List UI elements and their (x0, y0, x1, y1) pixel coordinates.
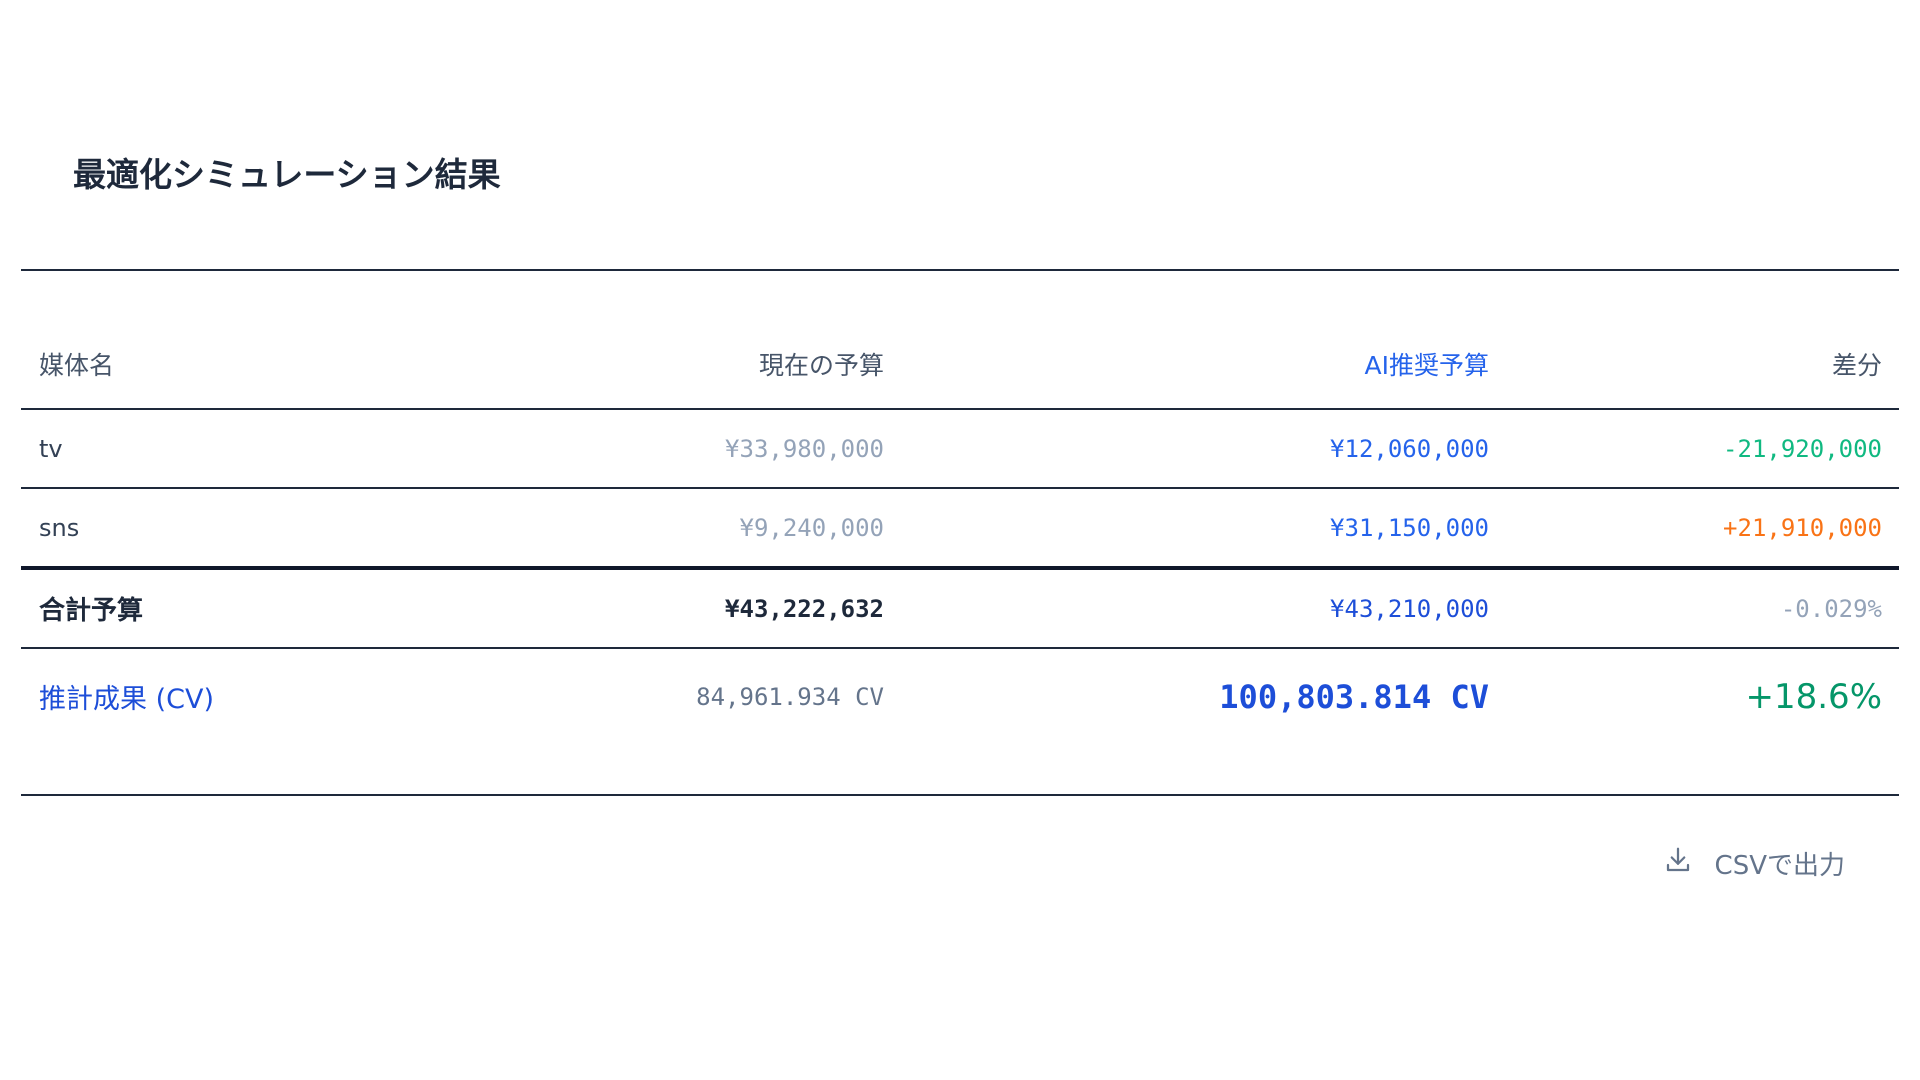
total-row: 合計予算 ¥43,222,632 ¥43,210,000 -0.029% (21, 570, 1899, 647)
cv-label: 推計成果 (CV) (39, 684, 214, 715)
divider (21, 647, 1899, 649)
ai-budget: ¥31,150,000 (1330, 514, 1489, 542)
total-diff: -0.029% (1780, 594, 1882, 623)
total-current: ¥43,222,632 (725, 594, 884, 623)
divider-top (21, 269, 1899, 271)
total-label: 合計予算 (39, 596, 144, 626)
cv-diff: +18.6% (1745, 676, 1883, 717)
diff: -21,920,000 (1723, 434, 1882, 463)
media-name: tv (39, 434, 63, 463)
table-row: tv ¥33,980,000 ¥12,060,000 -21,920,000 (21, 410, 1899, 487)
divider-bottom (21, 794, 1899, 796)
table-row: sns ¥9,240,000 ¥31,150,000 +21,910,000 (21, 489, 1899, 567)
header-ai-budget: AI推奨予算 (1364, 351, 1489, 380)
cv-current: 84,961.934 CV (696, 682, 884, 711)
divider (21, 408, 1899, 410)
media-name: sns (39, 514, 80, 542)
diff: +21,910,000 (1723, 514, 1882, 542)
divider-total (21, 566, 1899, 570)
header-current-budget: 現在の予算 (758, 351, 884, 380)
ai-budget: ¥12,060,000 (1330, 434, 1489, 463)
current-budget: ¥33,980,000 (725, 434, 884, 463)
export-csv-label: CSVで出力 (1714, 851, 1845, 881)
download-icon (1663, 845, 1693, 882)
export-csv-button[interactable]: CSVで出力 (1663, 845, 1845, 882)
total-ai: ¥43,210,000 (1330, 594, 1489, 623)
cv-ai: 100,803.814 CV (1219, 677, 1489, 716)
current-budget: ¥9,240,000 (739, 514, 885, 542)
header-media: 媒体名 (39, 351, 115, 380)
cv-row: 推計成果 (CV) 84,961.934 CV 100,803.814 CV +… (21, 649, 1899, 744)
page-title: 最適化シミュレーション結果 (73, 155, 501, 194)
divider (21, 487, 1899, 489)
header-diff: 差分 (1831, 351, 1882, 380)
table-header: 媒体名 現在の予算 AI推奨予算 差分 (21, 340, 1899, 388)
